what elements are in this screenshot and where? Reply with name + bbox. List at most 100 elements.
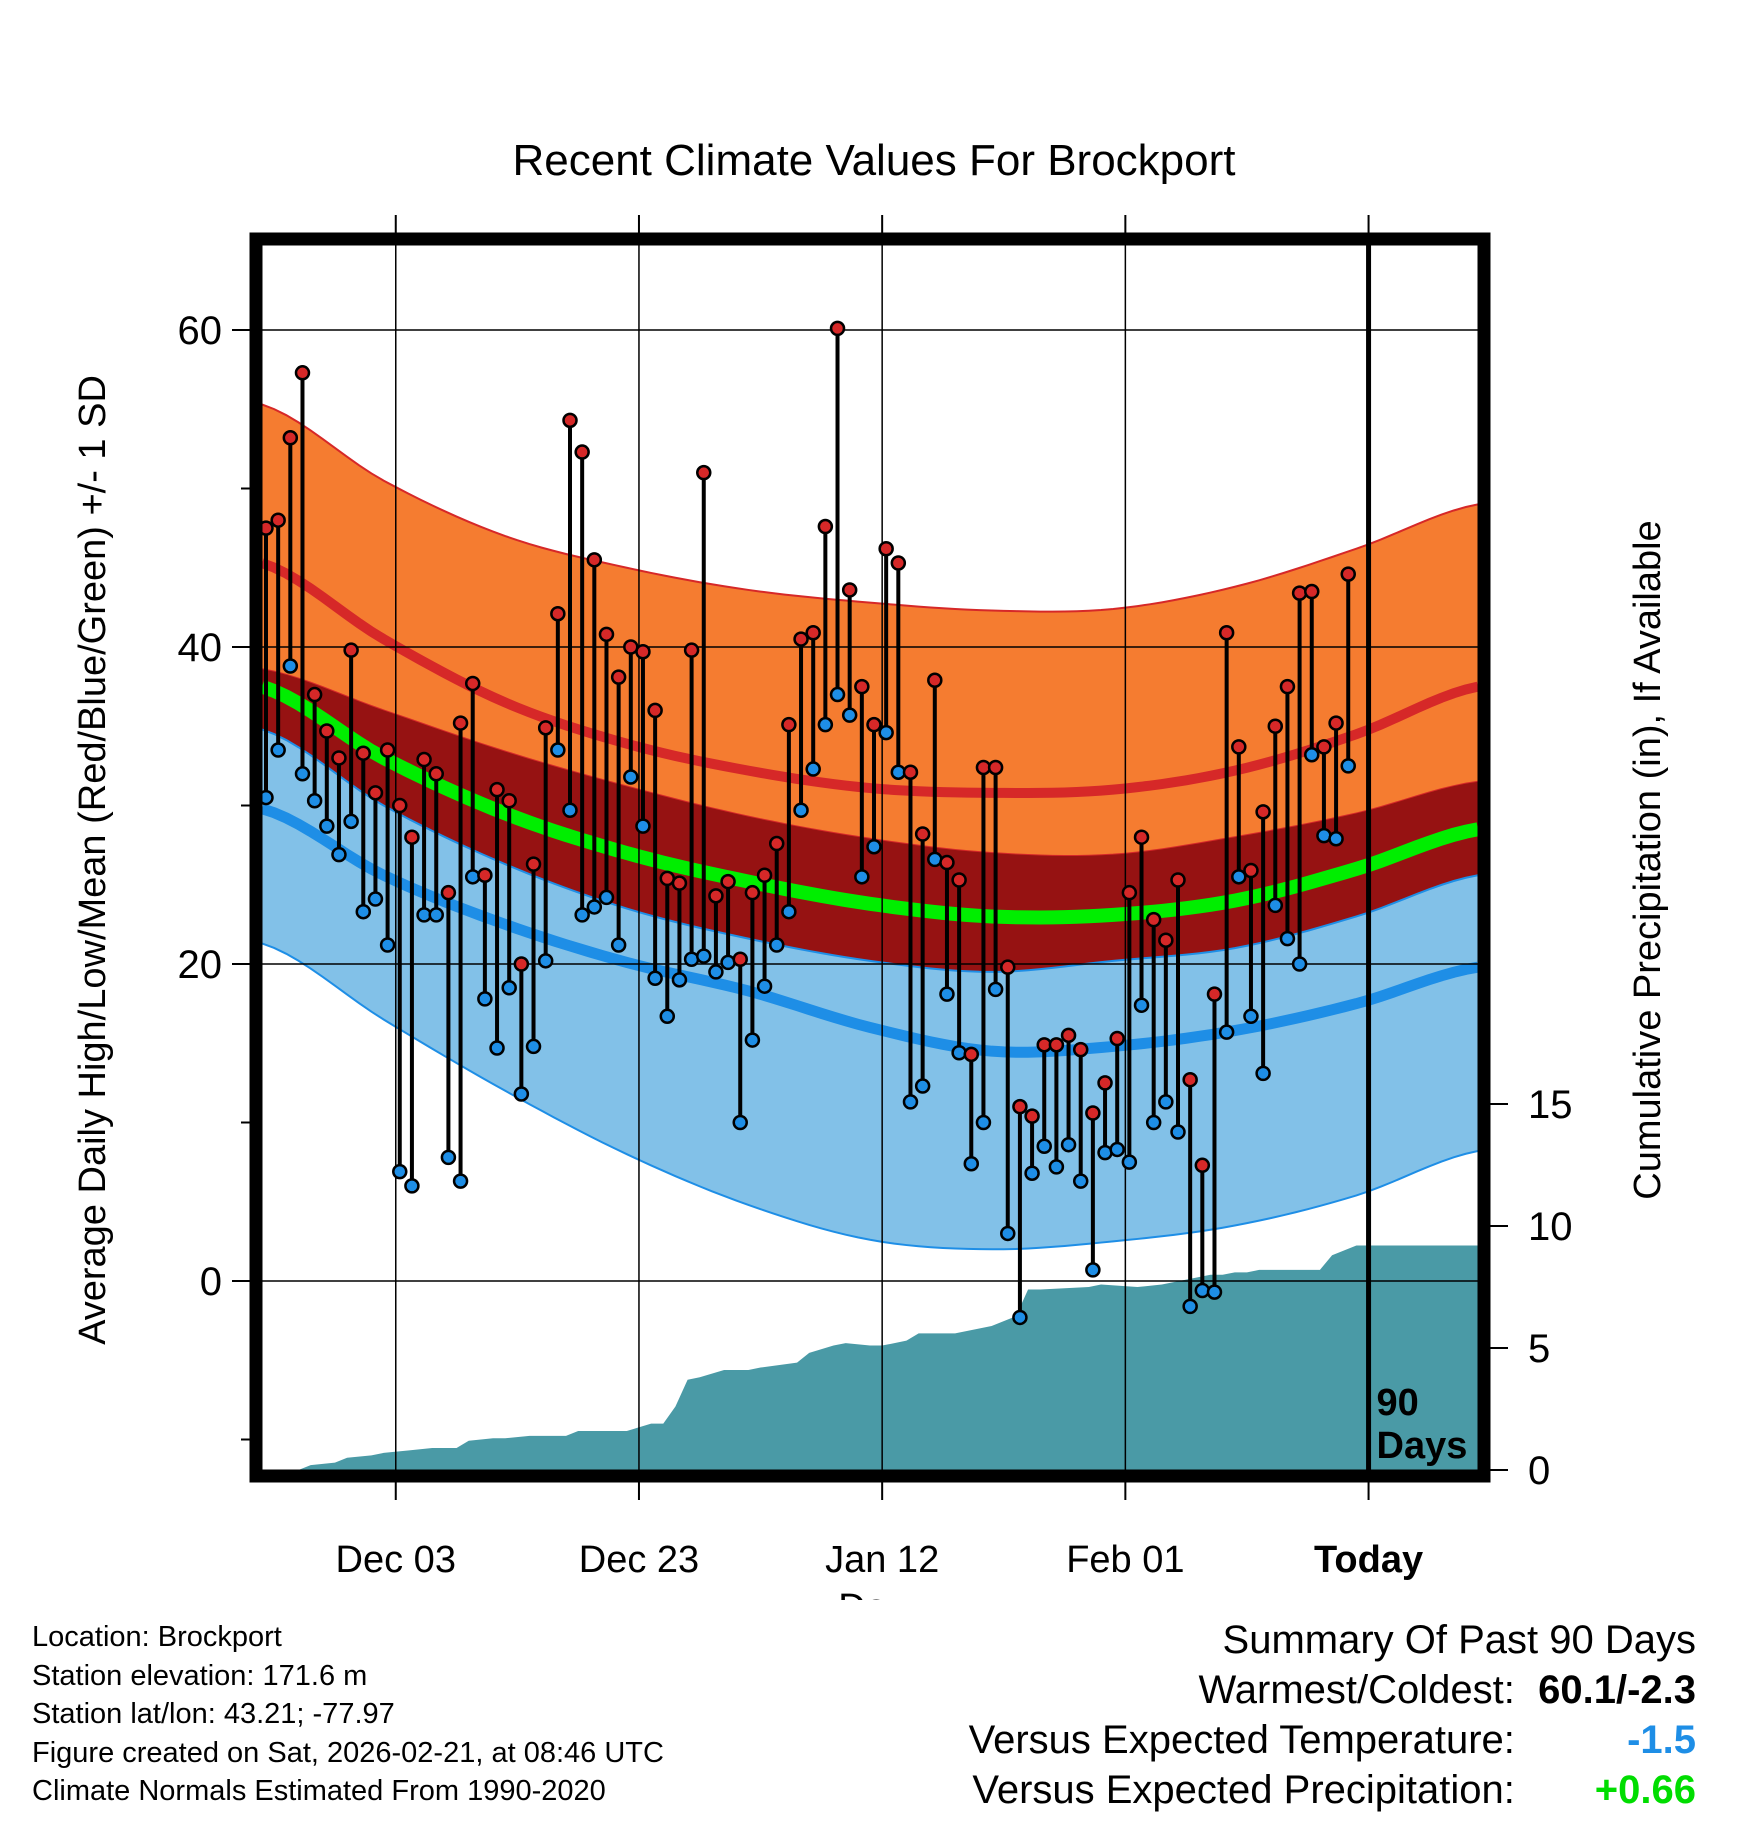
y2-tick-label: 10 [1528, 1205, 1573, 1249]
obs-high-point [379, 742, 396, 758]
obs-high-point [683, 642, 700, 658]
obs-high-point [1255, 804, 1271, 820]
obs-high-point [939, 854, 955, 871]
obs-low-point [781, 903, 797, 920]
temp-label: Versus Expected Temperature: [968, 1718, 1515, 1762]
obs-low-point [1182, 1298, 1198, 1315]
obs-low-point [708, 964, 724, 980]
obs-low-point [866, 838, 882, 855]
axes-layer: 0 20 40 60 0 5 10 15 Dec 03 Dec 23 Jan 12 Feb 01 Tod… [178, 215, 1573, 1581]
obs-low-point [306, 792, 323, 809]
obs-low-point [550, 742, 566, 758]
obs-high-point [744, 884, 761, 901]
created-text: Figure created on Sat, 2026-02-21, at 08… [32, 1736, 664, 1769]
normals-text: Climate Normals Estimated From 1990-2020 [32, 1775, 606, 1807]
obs-high-point [1182, 1071, 1198, 1088]
obs-high-point [1109, 1030, 1125, 1047]
obs-low-point [610, 937, 627, 953]
elevation-text: Station elevation: 171.6 m [32, 1659, 368, 1692]
obs-high-point [440, 884, 457, 901]
obs-high-point [513, 956, 530, 972]
obs-high-point [1072, 1041, 1089, 1058]
obs-low-point [902, 1094, 919, 1110]
obs-high-point [501, 792, 517, 809]
obs-high-point [1085, 1105, 1101, 1121]
obs-high-point [829, 320, 846, 337]
high-sd-band [262, 404, 1478, 856]
high-sd-band-upper-edge [262, 403, 1478, 613]
obs-high-point [1158, 932, 1174, 948]
chart-title: Recent Climate Values For Brockport [512, 136, 1235, 185]
obs-low-point [586, 899, 603, 915]
normal-bands [262, 403, 1478, 1251]
obs-low-point [1243, 1008, 1259, 1025]
obs-low-point [379, 937, 396, 953]
obs-low-point [343, 813, 359, 830]
obs-low-point [1036, 1138, 1052, 1155]
obs-low-point [319, 818, 335, 834]
obs-high-point [331, 750, 347, 766]
obs-high-point [1194, 1157, 1211, 1174]
obs-high-point [841, 582, 858, 598]
obs-high-point [270, 512, 286, 528]
obs-high-point [1267, 718, 1284, 734]
obs-high-point [586, 552, 603, 568]
obs-high-point [854, 678, 870, 695]
obs-high-point [1012, 1098, 1028, 1115]
obs-high-point [392, 797, 408, 814]
obs-low-point [355, 903, 372, 920]
obs-low-point [1279, 930, 1296, 947]
temp-row: Versus Expected Temperature: -1.5 [969, 1715, 1696, 1765]
precip-label: Versus Expected Precipitation: [972, 1768, 1515, 1812]
obs-high-point [805, 624, 821, 641]
obs-high-point [1060, 1027, 1077, 1044]
period-label-number: 90 [1377, 1382, 1419, 1424]
obs-low-point [696, 948, 712, 964]
location-text: Location: Brockport [32, 1621, 282, 1653]
station-info: Location: Brockport Station elevation: 1… [32, 1618, 664, 1811]
obs-low-point [793, 802, 809, 819]
obs-low-point [1291, 956, 1308, 972]
obs-low-point [659, 1008, 676, 1025]
obs-low-point [598, 889, 615, 906]
obs-low-point [477, 991, 493, 1007]
low-sd-band [262, 729, 1478, 1250]
obs-high-point [1243, 862, 1259, 879]
obs-high-point [756, 867, 773, 883]
obs-high-point [1304, 583, 1320, 600]
obs-high-point [537, 720, 554, 736]
obs-high-point [477, 867, 493, 883]
warm-cold-value: 60.1/-2.3 [1538, 1668, 1696, 1712]
obs-low-point [987, 981, 1004, 998]
obs-high-point [525, 856, 542, 872]
obs-low-point [1072, 1173, 1089, 1189]
obs-low-point [392, 1163, 408, 1180]
obs-high-point [367, 785, 384, 801]
plot-border [249, 232, 1491, 1483]
obs-high-point [1000, 959, 1016, 975]
obs-low-point [1109, 1141, 1125, 1158]
precip-value: +0.66 [1594, 1768, 1696, 1812]
warm-cold-row: Warmest/Coldest: 60.1/-2.3 [969, 1665, 1697, 1715]
obs-high-point [1291, 585, 1308, 601]
obs-low-point [525, 1038, 542, 1055]
y-tick-label: 20 [178, 943, 223, 987]
obs-high-point [878, 540, 894, 557]
period-label-days: Days [1377, 1425, 1468, 1467]
y-tick-label: 0 [200, 1260, 222, 1304]
obs-high-point [781, 716, 797, 733]
obs-low-point [939, 986, 955, 1002]
obs-low-point [270, 742, 286, 758]
cumulative-precip-area [262, 1245, 1478, 1470]
obs-high-point [927, 672, 943, 689]
normal-low-line [262, 803, 1478, 1058]
obs-high-point [1316, 739, 1332, 755]
obs-low-point [1206, 1284, 1223, 1300]
obs-low-point [562, 802, 578, 819]
obs-high-point [562, 412, 578, 429]
obs-low-point [294, 766, 311, 782]
climate-chart: Recent Climate Values For Brockport 90Da… [72, 136, 1669, 1600]
precip-row: Versus Expected Precipitation: +0.66 [969, 1765, 1696, 1815]
obs-high-point [1279, 678, 1296, 695]
low-sd-band-lower-edge [262, 942, 1478, 1251]
